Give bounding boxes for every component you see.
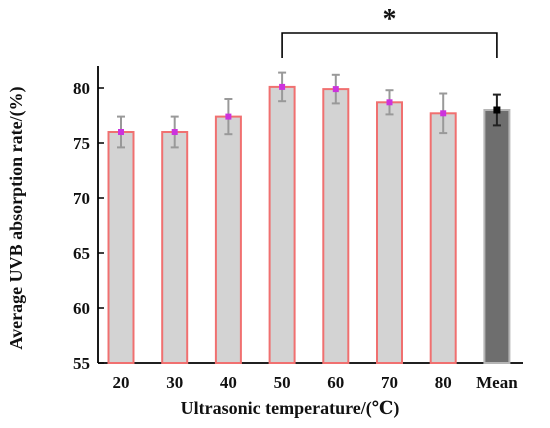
- significance-bracket: [281, 32, 498, 58]
- bar-40: [214, 115, 242, 364]
- y-tick-label: 65: [73, 244, 90, 263]
- x-tick-label: 50: [274, 373, 291, 392]
- bar-20: [107, 131, 135, 364]
- x-tick-labels: 20 30 40 50 60 70 80 Mean: [113, 373, 519, 392]
- bar-80: [429, 112, 457, 364]
- point-marker-80: [440, 110, 447, 117]
- point-marker-30: [171, 129, 178, 135]
- y-tick-label: 55: [73, 354, 90, 373]
- bar-50: [268, 85, 296, 365]
- bar-60: [322, 88, 350, 364]
- point-marker-70: [386, 99, 393, 106]
- markers-layer: [118, 83, 501, 135]
- significance-layer: *: [281, 4, 498, 58]
- x-tick-label: Mean: [476, 373, 518, 392]
- bar-30: [161, 131, 189, 364]
- x-axis-title: Ultrasonic temperature/(℃): [181, 398, 400, 419]
- y-tick-label: 60: [73, 299, 90, 318]
- point-marker-60: [332, 86, 339, 93]
- point-marker-20: [118, 129, 124, 135]
- point-marker-40: [225, 113, 232, 120]
- bar-mean: [483, 109, 511, 364]
- y-axis-title: Average UVB absorption rate/(%): [6, 86, 27, 349]
- x-tick-label: 70: [381, 373, 398, 392]
- significance-asterisk: *: [383, 4, 397, 35]
- y-tick-label: 75: [73, 134, 90, 153]
- x-tick-label: 80: [435, 373, 452, 392]
- y-tick-label: 80: [73, 79, 90, 98]
- bars-layer: [107, 85, 511, 365]
- x-tick-label: 20: [113, 373, 130, 392]
- x-tick-label: 30: [166, 373, 183, 392]
- x-tick-label: 60: [327, 373, 344, 392]
- y-tick-label: 70: [73, 189, 90, 208]
- bar-70: [376, 101, 403, 365]
- point-marker-50: [279, 83, 286, 90]
- x-tick-label: 40: [220, 373, 237, 392]
- point-marker-Mean: [493, 106, 501, 114]
- y-tick-labels: 55 60 65 70 75 80: [73, 79, 90, 373]
